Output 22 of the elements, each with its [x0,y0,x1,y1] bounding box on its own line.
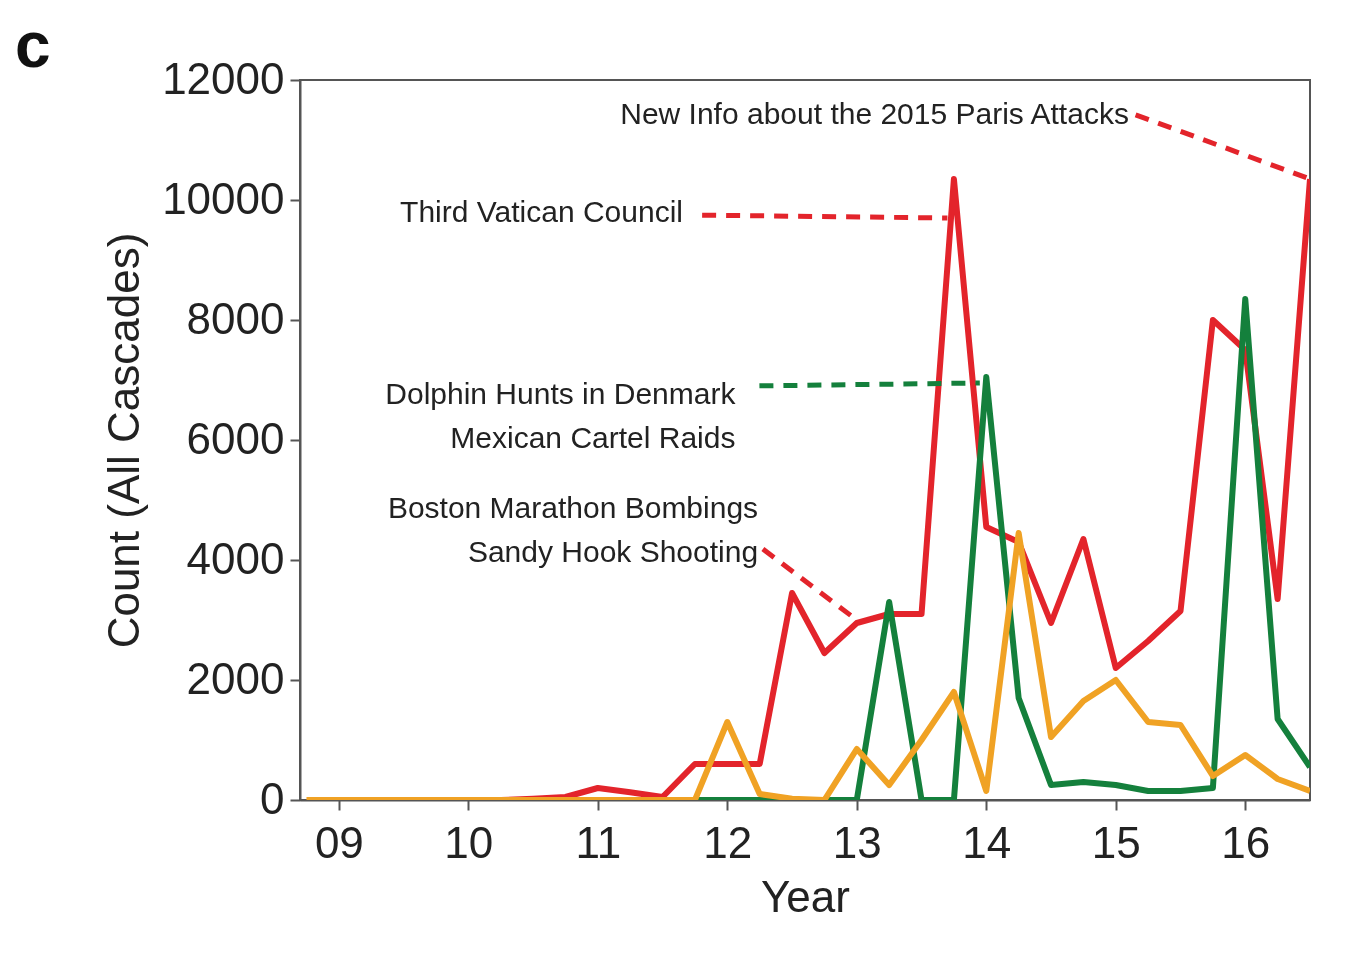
annotation: Dolphin Hunts in Denmark Mexican Cartel Raids [385,377,737,455]
y-axis-title: Count (All Cascades) [99,232,149,649]
chart-title: c [15,9,51,81]
x-tick-label: 14 [962,817,1012,867]
x-tick-label: 12 [703,817,753,867]
y-tick-label: 12000 [162,53,285,103]
x-tick-label: 09 [314,817,364,867]
annotation: Third Vatican Council [400,195,683,229]
y-tick-label: 4000 [186,533,285,583]
y-tick-label: 2000 [186,653,285,703]
x-tick-label: 11 [575,817,622,867]
x-axis-title: Year [761,871,850,921]
y-tick-label: 6000 [186,413,285,463]
x-tick-label: 10 [444,817,494,867]
annotation: New Info about the 2015 Paris Attacks [620,96,1129,130]
annotation: Boston Marathon Bombings Sandy Hook Shooting [387,490,759,568]
y-tick-label: 0 [260,773,285,823]
x-tick-label: 16 [1221,817,1271,867]
x-tick-label: 15 [1091,817,1141,867]
y-tick-label: 10000 [162,173,285,223]
x-tick-label: 13 [832,817,882,867]
y-tick-label: 8000 [186,293,285,343]
